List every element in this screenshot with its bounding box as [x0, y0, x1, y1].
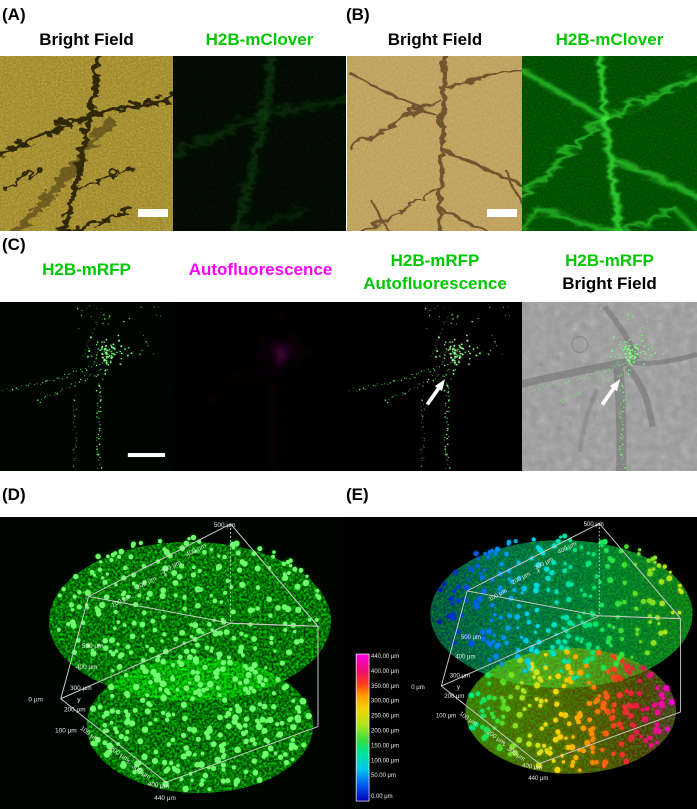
- svg-text:400 μm: 400 μm: [455, 654, 475, 660]
- svg-text:0.00 μm: 0.00 μm: [371, 794, 393, 800]
- svg-text:z: z: [127, 758, 130, 765]
- svg-text:300 μm: 300 μm: [450, 674, 470, 680]
- svg-text:500 μm: 500 μm: [461, 635, 481, 641]
- svg-text:150.00 μm: 150.00 μm: [371, 743, 399, 749]
- svg-text:500 μm: 500 μm: [214, 522, 236, 529]
- svg-text:200 μm: 200 μm: [64, 707, 86, 714]
- svg-text:200.00 μm: 200.00 μm: [371, 729, 399, 735]
- svg-text:0 μm: 0 μm: [28, 697, 42, 704]
- svg-text:0 μm: 0 μm: [411, 685, 424, 691]
- svg-text:350.00 μm: 350.00 μm: [371, 684, 399, 690]
- svg-text:x: x: [537, 568, 540, 574]
- svg-text:100 μm: 100 μm: [55, 728, 77, 735]
- svg-text:400 μm: 400 μm: [76, 664, 98, 671]
- svg-text:200 μm: 200 μm: [444, 694, 464, 700]
- svg-text:440 μm: 440 μm: [528, 776, 548, 782]
- svg-text:y: y: [457, 685, 460, 691]
- svg-text:440.00 μm: 440.00 μm: [371, 654, 399, 660]
- svg-text:z: z: [503, 742, 506, 748]
- svg-text:50.00 μm: 50.00 μm: [371, 773, 396, 779]
- svg-text:500 μm: 500 μm: [584, 522, 604, 528]
- svg-text:250.00 μm: 250.00 μm: [371, 714, 399, 720]
- svg-text:300.00 μm: 300.00 μm: [371, 699, 399, 705]
- svg-text:100.00 μm: 100.00 μm: [371, 758, 399, 764]
- svg-text:300 μm: 300 μm: [70, 685, 92, 692]
- svg-text:100 μm: 100 μm: [436, 713, 456, 719]
- svg-text:440 μm: 440 μm: [154, 795, 176, 802]
- svg-text:500 μm: 500 μm: [82, 643, 104, 650]
- svg-text:400.00 μm: 400.00 μm: [371, 669, 399, 675]
